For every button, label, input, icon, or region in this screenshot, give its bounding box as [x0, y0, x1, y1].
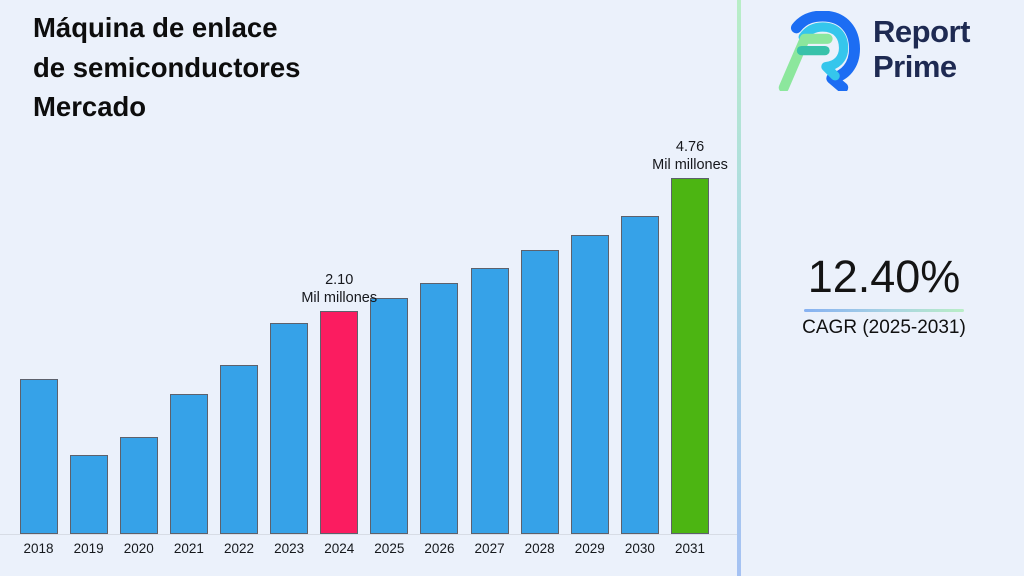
bar-2029 — [570, 235, 609, 534]
x-tick-2020: 2020 — [123, 541, 154, 556]
bar-2030 — [620, 216, 659, 534]
bar-2021 — [169, 394, 208, 534]
x-tick-2025: 2025 — [374, 541, 405, 556]
bar-2020 — [119, 437, 158, 534]
x-tick-2021: 2021 — [173, 541, 204, 556]
logo-wordmark: Report Prime — [873, 14, 970, 84]
page-title: Máquina de enlace de semiconductores Mer… — [33, 12, 301, 122]
bar-2023 — [270, 323, 309, 534]
x-tick-2026: 2026 — [424, 541, 455, 556]
cagr-underline — [804, 309, 964, 312]
x-tick-2027: 2027 — [474, 541, 505, 556]
bar-2025 — [370, 298, 409, 534]
x-tick-2024: 2024 — [324, 541, 355, 556]
bar-chart: 2018 2019 2020 2021 2022 2023 2024 2025 2026 2027… — [0, 139, 737, 556]
bar-2031 — [671, 178, 710, 534]
report-prime-logo-icon — [778, 11, 860, 91]
value-label-2031: 4.76 Mil millones — [652, 139, 728, 173]
x-tick-2022: 2022 — [223, 541, 254, 556]
value-label-2024: 2.10 Mil millones — [301, 272, 378, 306]
x-tick-2019: 2019 — [73, 541, 104, 556]
bar-2019 — [69, 455, 108, 534]
bar-2024 — [320, 311, 359, 534]
cagr-label: CAGR (2025-2031) — [802, 317, 966, 338]
panel-divider — [737, 0, 741, 576]
cagr-panel: 12.40% CAGR (2025-2031) — [779, 252, 989, 339]
x-tick-2030: 2030 — [624, 541, 655, 556]
bar-2022 — [219, 365, 258, 534]
x-tick-2018: 2018 — [23, 541, 54, 556]
cagr-value: 12.40% — [807, 251, 961, 302]
x-tick-2031: 2031 — [675, 541, 706, 556]
bar-2027 — [470, 268, 509, 534]
bar-2018 — [19, 379, 58, 534]
logo-text-line2: Prime — [873, 48, 957, 84]
x-axis-line — [0, 534, 737, 535]
brand-logo: Report Prime — [777, 11, 970, 91]
x-tick-2028: 2028 — [524, 541, 555, 556]
bar-2026 — [420, 283, 459, 534]
logo-text-line1: Report — [873, 14, 970, 49]
x-tick-2023: 2023 — [274, 541, 305, 556]
bar-2028 — [520, 250, 559, 534]
x-tick-2029: 2029 — [574, 541, 605, 556]
